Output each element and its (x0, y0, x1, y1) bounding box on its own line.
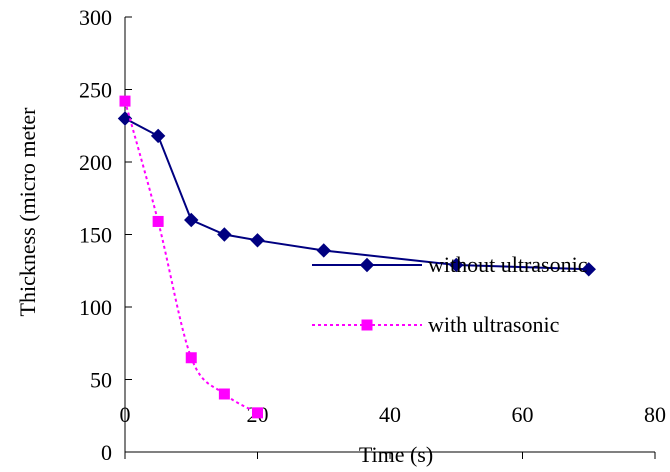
data-point (217, 227, 232, 242)
x-axis-title: Time (s) (359, 442, 433, 467)
data-point (185, 352, 197, 364)
data-point (581, 262, 596, 277)
y-tick-label: 250 (79, 78, 112, 103)
data-point (119, 95, 131, 107)
y-tick-label: 200 (79, 150, 112, 175)
data-point (316, 243, 331, 258)
data-point (218, 388, 230, 400)
x-tick-label: 80 (644, 402, 666, 427)
y-tick-label: 50 (90, 368, 112, 393)
y-axis-title: Thickness (micro meter (15, 107, 40, 317)
y-tick-label: 100 (79, 295, 112, 320)
y-tick-label: 0 (101, 440, 112, 465)
series-line (124, 117, 589, 271)
legend-marker (361, 319, 373, 331)
series-2 (119, 95, 263, 419)
data-point (252, 407, 263, 419)
x-tick-label: 40 (379, 402, 401, 427)
data-point (184, 212, 199, 228)
axes: 050100150200250300020406080 (79, 5, 666, 465)
y-tick-label: 150 (79, 223, 112, 248)
legend-marker (359, 257, 375, 273)
y-tick-label: 300 (79, 5, 112, 30)
data-point (152, 215, 164, 227)
series-layer (117, 95, 596, 419)
data-point (449, 257, 464, 273)
series-line (124, 100, 258, 414)
legend: without ultrasonic with ultrasonic (312, 252, 588, 337)
legend-label: without ultrasonic (428, 252, 588, 277)
x-tick-label: 60 (512, 402, 534, 427)
x-tick-label: 0 (120, 402, 131, 427)
data-point (250, 233, 265, 248)
legend-label: with ultrasonic (428, 312, 560, 337)
data-point (150, 128, 166, 144)
